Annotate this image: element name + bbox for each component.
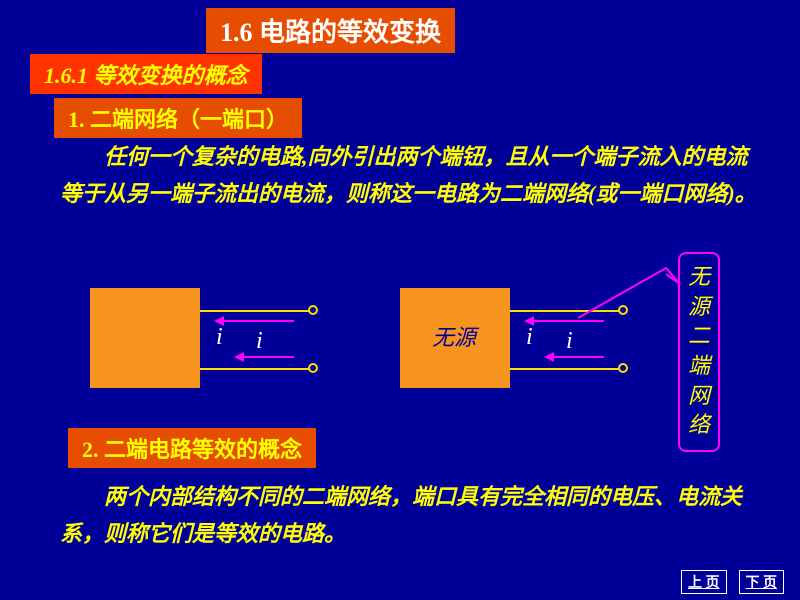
prev-page-button[interactable]: 上 页 [681,570,727,594]
subtitle-box: 1.6.1 等效变换的概念 [30,54,262,94]
callout-c2: 源 [680,292,718,322]
wire-bot-left [200,368,310,370]
terminal-bot-right [618,363,628,373]
i-label-2a: i [526,324,533,351]
callout-c5: 网 [680,381,718,411]
nav-bar: 上 页 下 页 [681,570,784,594]
i-label-1b: i [256,328,263,355]
terminal-top-left [308,305,318,315]
callout-c6: 络 [680,410,718,440]
callout-c4: 端 [680,351,718,381]
heading2-text: 2. 二端电路等效的概念 [82,437,302,462]
paragraph-1: 任何一个复杂的电路,向外引出两个端钮，且从一个端子流入的电流等于从另一端子流出的… [60,138,760,213]
callout-c1: 无 [680,262,718,292]
heading2-box: 2. 二端电路等效的概念 [68,428,316,468]
title-text: 1.6 电路的等效变换 [220,18,441,47]
paragraph-2-text: 两个内部结构不同的二端网络，端口具有完全相同的电压、电流关系，则称它们是等效的电… [60,484,742,546]
wire-top-left [200,310,310,312]
callout-tail-icon [576,266,686,326]
network-box-left [90,288,200,388]
paragraph-2: 两个内部结构不同的二端网络，端口具有完全相同的电压、电流关系，则称它们是等效的电… [60,478,760,553]
network-box-right-label: 无源 [432,320,476,352]
wire-bot-right [510,368,620,370]
arrow-top-left [222,320,294,322]
heading1-box: 1. 二端网络（一端口） [54,98,302,138]
paragraph-1-text: 任何一个复杂的电路,向外引出两个端钮，且从一个端子流入的电流等于从另一端子流出的… [60,144,757,206]
next-page-button[interactable]: 下 页 [739,570,785,594]
i-label-2b: i [566,328,573,355]
callout-box: 无 源 二 端 网 络 [678,252,720,452]
terminal-bot-left [308,363,318,373]
arrow-bot-left [242,356,294,358]
i-label-1a: i [216,324,223,351]
title-box: 1.6 电路的等效变换 [206,8,455,53]
subtitle-text: 1.6.1 等效变换的概念 [44,63,248,88]
arrow-bot-right [552,356,604,358]
heading1-text: 1. 二端网络（一端口） [68,107,288,132]
slide: 1.6 电路的等效变换 1.6.1 等效变换的概念 1. 二端网络（一端口） 任… [0,0,800,600]
callout-c3: 二 [680,321,718,351]
